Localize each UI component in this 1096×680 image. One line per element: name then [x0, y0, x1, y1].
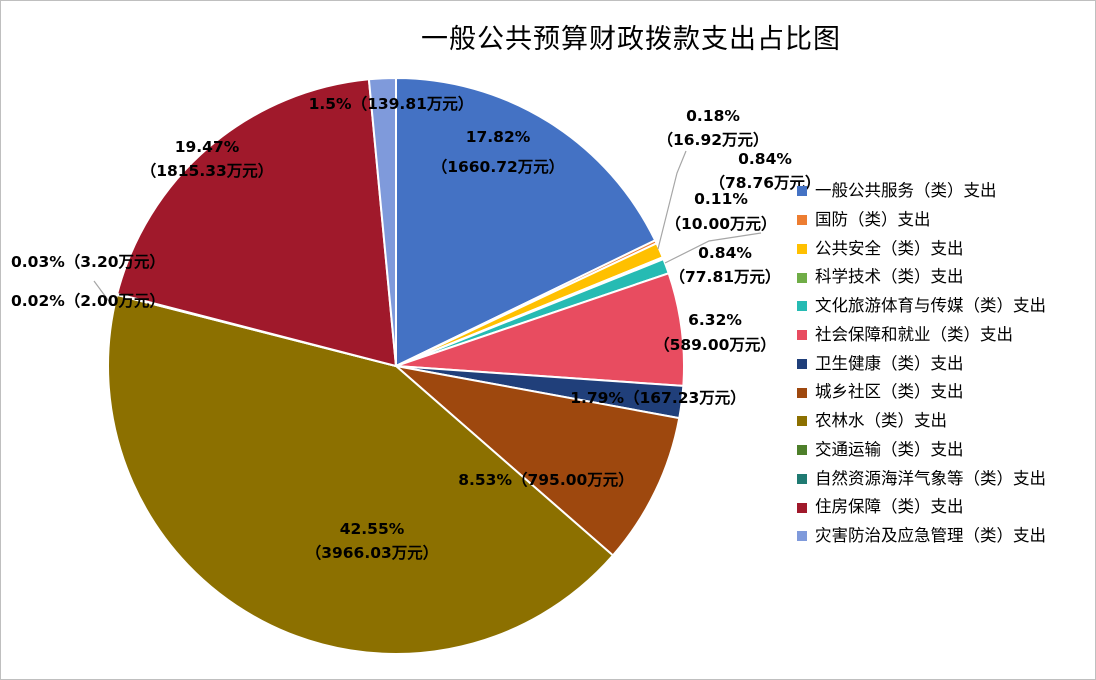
legend-label-6: 社会保障和就业（类）支出 — [815, 324, 1013, 344]
legend-label-3: 公共安全（类）支出 — [815, 238, 964, 258]
legend-label-8: 城乡社区（类）支出 — [815, 382, 964, 402]
legend-swatch-10 — [797, 445, 807, 456]
pie-slice-6 — [395, 272, 685, 387]
legend: 一般公共服务（类）支出 国防（类）支出公共安全（类）支出 科学技术（类）支出文化旅游… — [797, 177, 1093, 551]
data-label-amount-12: （1815.33万元） — [141, 162, 274, 180]
legend-item-2: 国防（类）支出 — [797, 206, 1093, 235]
legend-item-4: 科学技术（类）支出 — [797, 263, 1093, 292]
legend-swatch-2 — [797, 215, 807, 226]
legend-label-2: 国防（类）支出 — [815, 209, 931, 229]
data-label-7: 1.79%（167.23万元） — [570, 389, 746, 407]
legend-label-5: 文化旅游体育与传媒（类）支出 — [815, 296, 1046, 315]
data-label-amount-6: （589.00万元） — [654, 336, 776, 354]
legend-label-11: 自然资源海洋气象等（类）支出 — [815, 468, 1046, 488]
leader-line-4 — [664, 232, 762, 264]
legend-label-7: 卫生健康（类）支出 — [815, 353, 964, 373]
data-label-pct-3: 0.84% — [738, 150, 792, 168]
legend-item-5: 文化旅游体育与传媒（类）支出 — [797, 292, 1093, 321]
legend-swatch-13 — [797, 531, 807, 542]
data-label-pct-6: 6.32% — [688, 311, 742, 329]
legend-swatch-8 — [797, 387, 807, 398]
legend-item-9: 农林水（类）支出 — [797, 407, 1093, 436]
pie-slice-13 — [367, 76, 397, 367]
legend-swatch-5 — [797, 301, 807, 312]
legend-label-13: 灾害防治及应急管理（类）支出 — [815, 526, 1046, 545]
data-label-amount-1: （1660.72万元） — [432, 158, 565, 176]
data-label-pct-12: 19.47% — [175, 138, 240, 156]
legend-label-12: 住房保障（类）支出 — [815, 497, 964, 517]
pie-slice-8 — [392, 364, 681, 557]
legend-item-7: 卫生健康（类）支出 — [797, 350, 1093, 379]
legend-item-3: 公共安全（类）支出 — [797, 235, 1093, 264]
data-label-pct-2: 0.18% — [686, 107, 740, 125]
data-label-pct-4: 0.11% — [694, 190, 748, 208]
legend-swatch-9 — [797, 416, 807, 427]
data-label-8: 8.53%（795.00万元） — [458, 471, 634, 489]
data-label-amount-5: （77.81万元） — [669, 268, 780, 286]
data-label-11: 0.03%（3.20万元） — [11, 253, 165, 271]
legend-swatch-12 — [797, 502, 807, 513]
data-label-amount-4: （10.00万元） — [665, 215, 776, 233]
legend-swatch-6 — [797, 330, 807, 341]
pie-slice-1 — [395, 76, 657, 368]
data-label-pct-9: 42.55% — [340, 520, 405, 538]
legend-label-10: 交通运输（类）支出 — [815, 439, 964, 459]
chart-title: 一般公共预算财政拨款支出占比图 — [421, 24, 841, 55]
data-label-13: 1.5%（139.81万元） — [309, 95, 474, 113]
data-label-amount-2: （16.92万元） — [657, 131, 768, 149]
data-label-10: 0.02%（2.00万元） — [11, 292, 165, 310]
data-label-amount-3: （78.76万元） — [709, 174, 820, 192]
leader-line-11 — [93, 280, 112, 305]
legend-swatch-11 — [797, 473, 807, 484]
leader-line-2 — [657, 150, 687, 250]
legend-item-1: 一般公共服务（类）支出 — [797, 177, 1093, 206]
legend-swatch-3 — [797, 243, 807, 254]
data-label-pct-1: 17.82% — [466, 128, 531, 146]
legend-label-1: 一般公共服务（类）支出 — [815, 181, 997, 200]
data-label-pct-5: 0.84% — [698, 244, 752, 262]
legend-label-9: 农林水（类）支出 — [815, 411, 947, 430]
pie-slice-9 — [107, 293, 615, 655]
legend-item-11: 自然资源海洋气象等（类）支出 — [797, 465, 1093, 494]
legend-swatch-1 — [797, 186, 807, 197]
legend-swatch-7 — [797, 358, 807, 369]
pie-slice-12 — [115, 78, 398, 368]
legend-swatch-4 — [797, 272, 807, 283]
legend-item-10: 交通运输（类）支出 — [797, 436, 1093, 465]
legend-item-6: 社会保障和就业（类）支出 — [797, 321, 1093, 350]
data-label-amount-9: （3966.03万元） — [306, 544, 439, 562]
legend-item-13: 灾害防治及应急管理（类）支出 — [797, 522, 1093, 551]
legend-label-4: 科学技术（类）支出 — [815, 267, 964, 287]
legend-item-12: 住房保障（类）支出 — [797, 493, 1093, 522]
legend-item-8: 城乡社区（类）支出 — [797, 378, 1093, 407]
